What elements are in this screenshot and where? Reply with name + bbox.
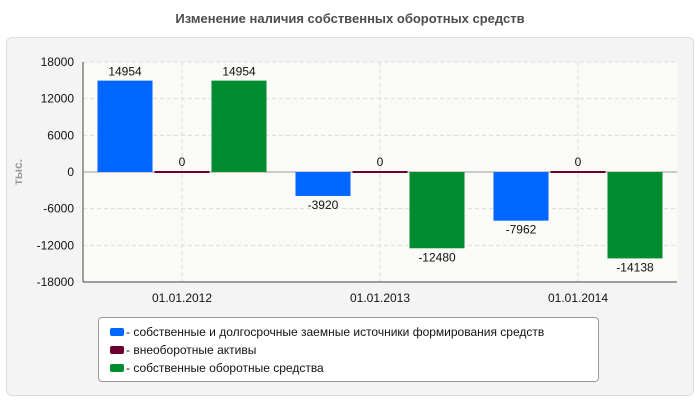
bar — [493, 172, 549, 221]
bar — [154, 171, 210, 173]
bar — [607, 172, 663, 259]
data-label: 14954 — [222, 65, 256, 79]
y-tick-label: 12000 — [41, 92, 75, 106]
x-tick-label: 01.01.2014 — [548, 291, 608, 305]
data-label: -7962 — [506, 223, 537, 237]
bar — [295, 172, 351, 196]
bar — [550, 171, 606, 173]
data-label: -14138 — [616, 260, 654, 274]
data-label: 14954 — [108, 65, 142, 79]
y-tick-label: 6000 — [47, 128, 74, 142]
data-label: 0 — [575, 155, 582, 169]
y-tick-label: 0 — [67, 165, 74, 179]
legend-swatch-sources — [110, 328, 124, 336]
y-tick-label: -18000 — [37, 275, 75, 289]
legend-swatch-working-capital — [110, 364, 124, 372]
legend-item-noncurrent-assets: - внеоборотные активы — [110, 341, 598, 359]
legend-item-sources: - собственные и долгосрочные заемные ист… — [110, 323, 598, 341]
data-label: 0 — [179, 155, 186, 169]
legend-label-sources: - собственные и долгосрочные заемные ист… — [126, 325, 545, 339]
y-axis-label: тыс. — [11, 159, 25, 185]
y-tick-label: -6000 — [43, 202, 74, 216]
legend-item-working-capital: - собственные оборотные средства — [110, 359, 598, 377]
x-tick-label: 01.01.2012 — [152, 291, 212, 305]
data-label: -12480 — [418, 250, 456, 264]
y-tick-label: -12000 — [37, 238, 75, 252]
chart-legend: - собственные и долгосрочные заемные ист… — [98, 317, 599, 382]
y-tick-label: 18000 — [41, 55, 75, 69]
bar — [409, 172, 465, 249]
bar — [211, 80, 267, 172]
data-label: 0 — [377, 155, 384, 169]
legend-swatch-noncurrent-assets — [110, 346, 124, 354]
chart-title: Изменение наличия собственных оборотных … — [175, 11, 525, 26]
legend-label-working-capital: - собственные оборотные средства — [126, 361, 324, 375]
data-label: -3920 — [308, 198, 339, 212]
bar — [97, 80, 153, 172]
x-tick-label: 01.01.2013 — [350, 291, 410, 305]
bar — [352, 171, 408, 173]
legend-label-noncurrent-assets: - внеоборотные активы — [126, 343, 257, 357]
